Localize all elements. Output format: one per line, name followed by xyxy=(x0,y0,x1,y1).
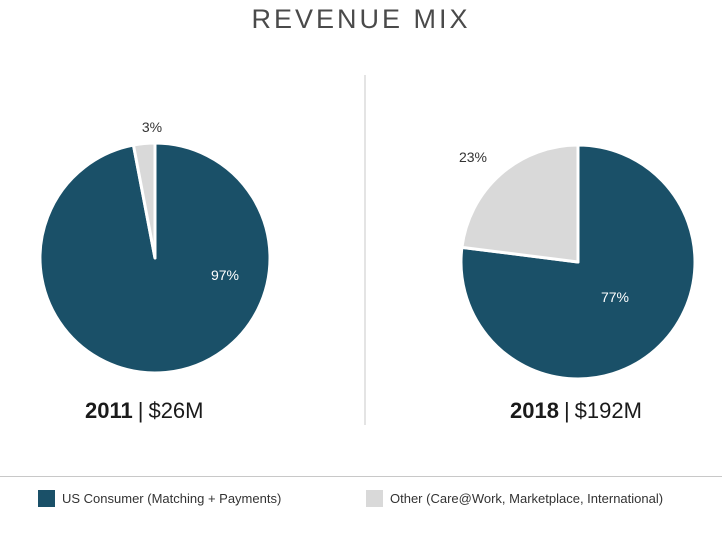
chart-title: REVENUE MIX xyxy=(251,4,471,34)
caption-2011: 2011 | $26M xyxy=(85,398,204,424)
caption-year: 2011 xyxy=(85,398,133,423)
pie-charts: 97% 3% 77% 23% xyxy=(38,75,697,425)
caption-separator: | xyxy=(563,398,570,423)
pie-data-label: 3% xyxy=(142,119,162,135)
legend-swatch-us-consumer xyxy=(38,490,55,507)
caption-separator: | xyxy=(137,398,144,423)
legend-label: US Consumer (Matching + Payments) xyxy=(62,491,282,506)
pie-slice-other xyxy=(460,143,580,264)
pie-data-label: 23% xyxy=(459,149,487,165)
pie-chart-2018: 77% 23% xyxy=(459,143,697,381)
caption-2018: 2018 | $192M xyxy=(510,398,642,424)
pie-data-label: 97% xyxy=(211,267,239,283)
caption-year: 2018 xyxy=(510,398,559,423)
caption-amount: $192M xyxy=(574,398,642,423)
legend-item-other: Other (Care@Work, Marketplace, Internati… xyxy=(366,490,663,507)
legend-swatch-other xyxy=(366,490,383,507)
legend-label: Other (Care@Work, Marketplace, Internati… xyxy=(390,491,664,506)
legend-divider xyxy=(0,476,722,477)
pie-slice-other xyxy=(131,141,157,260)
pie-chart-2011: 97% 3% xyxy=(38,119,272,375)
pie-data-label: 77% xyxy=(601,289,629,305)
caption-amount: $26M xyxy=(148,398,204,423)
legend-item-us-consumer: US Consumer (Matching + Payments) xyxy=(38,490,281,507)
